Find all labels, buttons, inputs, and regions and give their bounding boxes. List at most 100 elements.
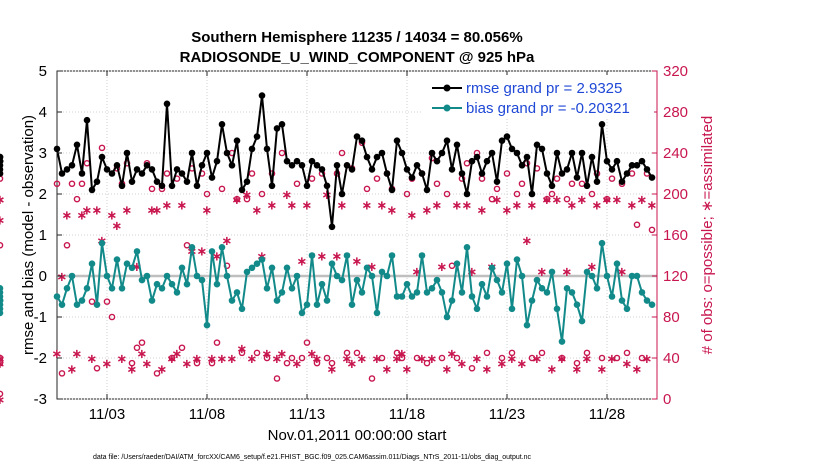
possible-obs-marker — [443, 190, 451, 198]
rmse-point — [163, 100, 171, 108]
assimilated-obs-marker: ∗ — [112, 219, 123, 234]
rmse-point — [543, 170, 551, 177]
assimilated-obs-marker: ∗ — [437, 260, 448, 275]
assimilated-obs-marker: ∗ — [247, 352, 258, 367]
bias-point — [508, 305, 516, 313]
assimilated-obs-marker: ∗ — [592, 198, 603, 213]
possible-obs-marker — [433, 180, 441, 188]
rmse-point — [483, 157, 491, 165]
bias-point — [123, 260, 131, 268]
rmse-point — [173, 166, 181, 173]
bias-point — [343, 252, 351, 259]
rmse-point — [373, 153, 381, 161]
rmse-point — [423, 186, 431, 194]
rmse-point — [248, 145, 256, 153]
bias-point — [103, 272, 111, 280]
assimilated-obs-marker: ∗ — [517, 357, 528, 372]
possible-obs-marker — [168, 354, 176, 362]
assimilated-obs-marker: ∗ — [267, 198, 278, 213]
rmse-point — [563, 166, 571, 173]
assimilated-obs-marker: ∗ — [157, 362, 168, 377]
assimilated-obs-marker: ∗ — [57, 270, 68, 285]
bias-point — [168, 280, 176, 288]
bias-point — [433, 276, 441, 284]
bias-point — [133, 248, 141, 255]
possible-obs-marker — [283, 359, 291, 367]
assimilated-obs-marker: ∗ — [227, 352, 238, 367]
possible-obs-marker — [203, 190, 211, 198]
rmse-point — [293, 157, 301, 165]
possible-obs-marker — [293, 180, 301, 188]
assimilated-obs-marker: ∗ — [207, 352, 218, 367]
assimilated-obs-marker: ∗ — [0, 357, 5, 372]
bias-point — [148, 297, 156, 304]
rmse-point — [193, 182, 201, 190]
rmse-point — [558, 170, 566, 177]
bias-point — [573, 301, 581, 309]
assimilated-obs-marker: ∗ — [607, 352, 618, 367]
rmse-point — [303, 182, 311, 190]
legend-bias-marker — [443, 104, 451, 112]
possible-obs-marker — [128, 359, 136, 367]
assimilated-obs-marker: ∗ — [342, 352, 353, 367]
assimilated-obs-marker: ∗ — [127, 362, 138, 377]
bias-point — [383, 272, 391, 280]
rmse-point — [263, 145, 271, 153]
bias-point — [188, 244, 196, 251]
axes: -3 -2 -1 0 1 2 3 4 5 0 40 80 120 160 200 240 280 320 11/03… — [34, 63, 688, 423]
possible-obs-marker — [218, 185, 226, 193]
bias-point — [558, 338, 566, 345]
bias-point — [83, 285, 91, 292]
bias-point — [88, 260, 96, 268]
bias-point — [568, 289, 576, 296]
bias-point — [213, 280, 221, 288]
assimilated-obs-marker: ∗ — [492, 193, 503, 208]
assimilated-obs-marker: ∗ — [147, 203, 158, 218]
bias-point — [463, 244, 471, 251]
bias-point — [348, 301, 356, 309]
y-tick-label: 4 — [39, 104, 47, 121]
possible-obs-marker — [78, 180, 86, 188]
bias-point — [438, 289, 446, 296]
bias-point — [58, 301, 66, 309]
bias-point — [373, 309, 381, 317]
assimilated-obs-marker: ∗ — [537, 265, 548, 280]
assimilated-obs-marker: ∗ — [237, 342, 248, 357]
assimilated-obs-marker: ∗ — [217, 352, 228, 367]
assimilated-obs-marker: ∗ — [447, 347, 458, 362]
assimilated-obs-marker: ∗ — [107, 209, 118, 224]
assimilated-obs-marker: ∗ — [582, 352, 593, 367]
rmse-point — [508, 145, 516, 153]
rmse-point — [418, 170, 426, 177]
assimilated-obs-marker: ∗ — [557, 352, 568, 367]
rmse-point — [623, 170, 631, 177]
x-axis-label: Nov.01,2011 00:00:00 start — [268, 427, 448, 444]
y2-tick-label: 120 — [663, 268, 688, 285]
bias-point — [553, 305, 561, 313]
assimilated-obs-marker: ∗ — [252, 203, 263, 218]
possible-obs-marker — [573, 359, 581, 367]
rmse-point — [633, 162, 641, 169]
possible-obs-marker — [58, 370, 66, 377]
assimilated-obs-marker: ∗ — [0, 352, 5, 367]
bias-point — [513, 256, 521, 263]
assimilated-obs-marker: ∗ — [562, 265, 573, 280]
possible-obs-marker — [638, 354, 646, 362]
rmse-point — [388, 186, 396, 194]
rmse-point — [553, 149, 561, 157]
bias-point — [298, 309, 306, 317]
bias-point — [503, 260, 511, 268]
y-tick-label: -3 — [34, 391, 47, 408]
possible-obs-marker — [133, 344, 141, 352]
assimilated-obs-marker: ∗ — [552, 193, 563, 208]
bias-point — [308, 252, 316, 259]
assimilated-obs-marker: ∗ — [497, 357, 508, 372]
rmse-point — [148, 166, 156, 173]
y2-tick-label: 40 — [663, 350, 680, 367]
assimilated-obs-marker: ∗ — [407, 209, 418, 224]
rmse-point — [223, 149, 231, 157]
rmse-point — [83, 116, 91, 124]
rmse-point — [438, 149, 446, 157]
bias-point — [428, 285, 436, 292]
rmse-point — [338, 190, 346, 198]
